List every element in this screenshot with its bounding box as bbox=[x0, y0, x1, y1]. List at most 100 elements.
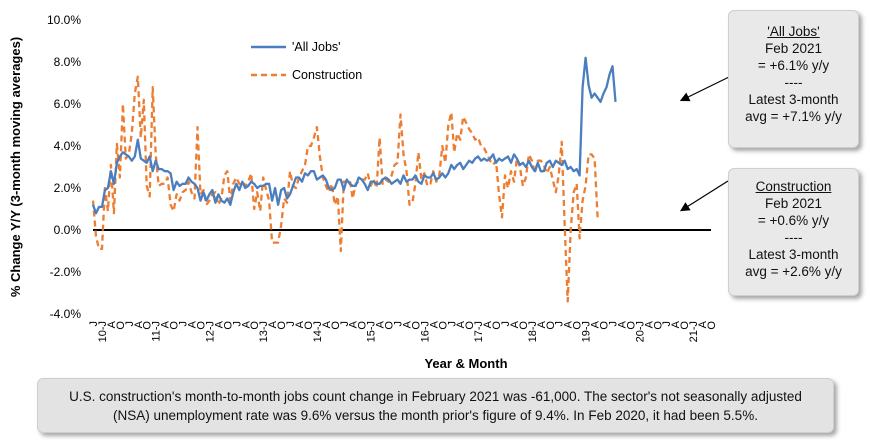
legend-label-all-jobs: 'All Jobs' bbox=[292, 40, 341, 54]
x-tick-label: J bbox=[231, 321, 243, 327]
x-tick-label: 13-J bbox=[258, 321, 270, 342]
callout-all-jobs: 'All Jobs' Feb 2021 = +6.1% y/y ---- Lat… bbox=[728, 10, 859, 148]
x-tick-label: A bbox=[401, 320, 413, 328]
arrow-all-jobs bbox=[679, 76, 730, 102]
y-tick-label: 10.0% bbox=[47, 13, 81, 27]
x-tick-label: A bbox=[375, 320, 387, 328]
x-tick-label: A bbox=[428, 320, 440, 328]
x-tick-label: J bbox=[661, 321, 673, 327]
x-axis-label: Year & Month bbox=[424, 356, 507, 371]
x-tick-label: J bbox=[124, 321, 136, 327]
x-tick-label: 10-J bbox=[97, 321, 109, 342]
x-tick-label: A bbox=[509, 320, 521, 328]
x-tick-label: A bbox=[536, 320, 548, 328]
x-tick-label: A bbox=[267, 320, 279, 328]
y-tick-label: -4.0% bbox=[50, 307, 82, 321]
y-tick-label: 2.0% bbox=[54, 181, 82, 195]
callout-construction: Construction Feb 2021 = +0.6% y/y ---- L… bbox=[728, 168, 859, 296]
callout-all-jobs-line4: Latest 3-month bbox=[748, 92, 839, 107]
x-tick-label: O bbox=[384, 321, 396, 330]
x-axis-ticks: J10-JAOJAO11-JAOJAO12-JAOJAO13-JAOJAO14-… bbox=[88, 320, 718, 342]
callout-construction-line1: Feb 2021 bbox=[764, 196, 823, 211]
x-tick-label: A bbox=[321, 320, 333, 328]
x-tick-label: O bbox=[679, 321, 691, 330]
x-tick-label: J bbox=[88, 321, 100, 327]
x-tick-label: 18-J bbox=[527, 321, 539, 342]
x-tick-label: A bbox=[106, 320, 118, 328]
x-tick-label: A bbox=[643, 320, 655, 328]
x-tick-label: A bbox=[670, 320, 682, 328]
callout-all-jobs-title: 'All Jobs' bbox=[767, 24, 820, 39]
x-tick-label: A bbox=[294, 320, 306, 328]
x-tick-label: O bbox=[222, 321, 234, 330]
x-tick-label: O bbox=[599, 321, 611, 330]
callout-arrows bbox=[679, 76, 730, 212]
y-tick-label: 0.0% bbox=[54, 223, 82, 237]
x-tick-label: J bbox=[178, 321, 190, 327]
x-tick-label: A bbox=[455, 320, 467, 328]
x-tick-label: J bbox=[339, 321, 351, 327]
callout-construction-line4: Latest 3-month bbox=[748, 247, 839, 262]
x-tick-label: J bbox=[500, 321, 512, 327]
x-tick-label: 20-J bbox=[634, 321, 646, 342]
x-tick-label: J bbox=[446, 321, 458, 327]
callout-construction-line5: avg = +2.6% y/y bbox=[745, 264, 842, 279]
x-tick-label: O bbox=[625, 321, 637, 330]
callout-all-jobs-line3: ---- bbox=[784, 75, 803, 90]
x-tick-label: O bbox=[195, 321, 207, 330]
x-tick-label: A bbox=[213, 320, 225, 328]
x-tick-label: A bbox=[133, 320, 145, 328]
callout-all-jobs-line2: = +6.1% y/y bbox=[757, 58, 830, 73]
x-tick-label: A bbox=[590, 320, 602, 328]
x-tick-label: J bbox=[285, 321, 297, 327]
x-tick-label: O bbox=[276, 321, 288, 330]
callout-all-jobs-line5: avg = +7.1% y/y bbox=[745, 109, 842, 124]
legend: 'All Jobs' Construction bbox=[234, 33, 376, 93]
y-tick-label: 8.0% bbox=[54, 55, 82, 69]
x-tick-label: A bbox=[348, 320, 360, 328]
x-tick-label: O bbox=[437, 321, 449, 330]
x-tick-label: O bbox=[491, 321, 503, 330]
x-tick-label: 21-J bbox=[688, 321, 700, 342]
x-tick-label: O bbox=[303, 321, 315, 330]
footnote: U.S. construction's month-to-month jobs … bbox=[37, 378, 834, 433]
x-tick-label: 12-J bbox=[204, 321, 216, 342]
x-tick-label: A bbox=[616, 320, 628, 328]
y-tick-label: 6.0% bbox=[54, 97, 82, 111]
x-tick-label: 15-J bbox=[366, 321, 378, 342]
callout-construction-line3: ---- bbox=[784, 230, 803, 245]
x-tick-label: 16-J bbox=[419, 321, 431, 342]
x-tick-label: A bbox=[482, 320, 494, 328]
callout-construction-line2: = +0.6% y/y bbox=[757, 213, 830, 228]
x-tick-label: 17-J bbox=[473, 321, 485, 342]
x-tick-label: A bbox=[697, 320, 709, 328]
y-axis-ticks: -4.0% -2.0% 0.0% 2.0% 4.0% 6.0% 8.0% 10.0% bbox=[47, 13, 81, 321]
x-tick-label: J bbox=[607, 321, 619, 327]
x-tick-label: A bbox=[160, 320, 172, 328]
x-tick-label: O bbox=[652, 321, 664, 330]
x-tick-label: O bbox=[169, 321, 181, 330]
x-tick-label: A bbox=[187, 320, 199, 328]
y-axis-label: % Change Y/Y (3-month moving averages) bbox=[8, 37, 23, 297]
x-tick-label: O bbox=[249, 321, 261, 330]
x-tick-label: A bbox=[240, 320, 252, 328]
legend-label-construction: Construction bbox=[292, 68, 362, 82]
x-tick-label: 14-J bbox=[312, 321, 324, 342]
x-tick-label: O bbox=[706, 321, 718, 330]
y-tick-label: 4.0% bbox=[54, 139, 82, 153]
series-line-construction bbox=[91, 75, 599, 303]
x-tick-label: O bbox=[410, 321, 422, 330]
arrow-construction bbox=[679, 180, 729, 212]
x-tick-label: O bbox=[545, 321, 557, 330]
series-layer bbox=[91, 56, 617, 303]
x-tick-label: 19-J bbox=[581, 321, 593, 342]
series-line-all-jobs bbox=[91, 56, 617, 215]
x-tick-label: J bbox=[393, 321, 405, 327]
callout-construction-title: Construction bbox=[755, 179, 832, 194]
x-tick-label: O bbox=[330, 321, 342, 330]
x-tick-label: O bbox=[142, 321, 154, 330]
callout-all-jobs-line1: Feb 2021 bbox=[764, 41, 823, 56]
y-tick-label: -2.0% bbox=[50, 265, 82, 279]
x-tick-label: O bbox=[464, 321, 476, 330]
x-tick-label: O bbox=[518, 321, 530, 330]
